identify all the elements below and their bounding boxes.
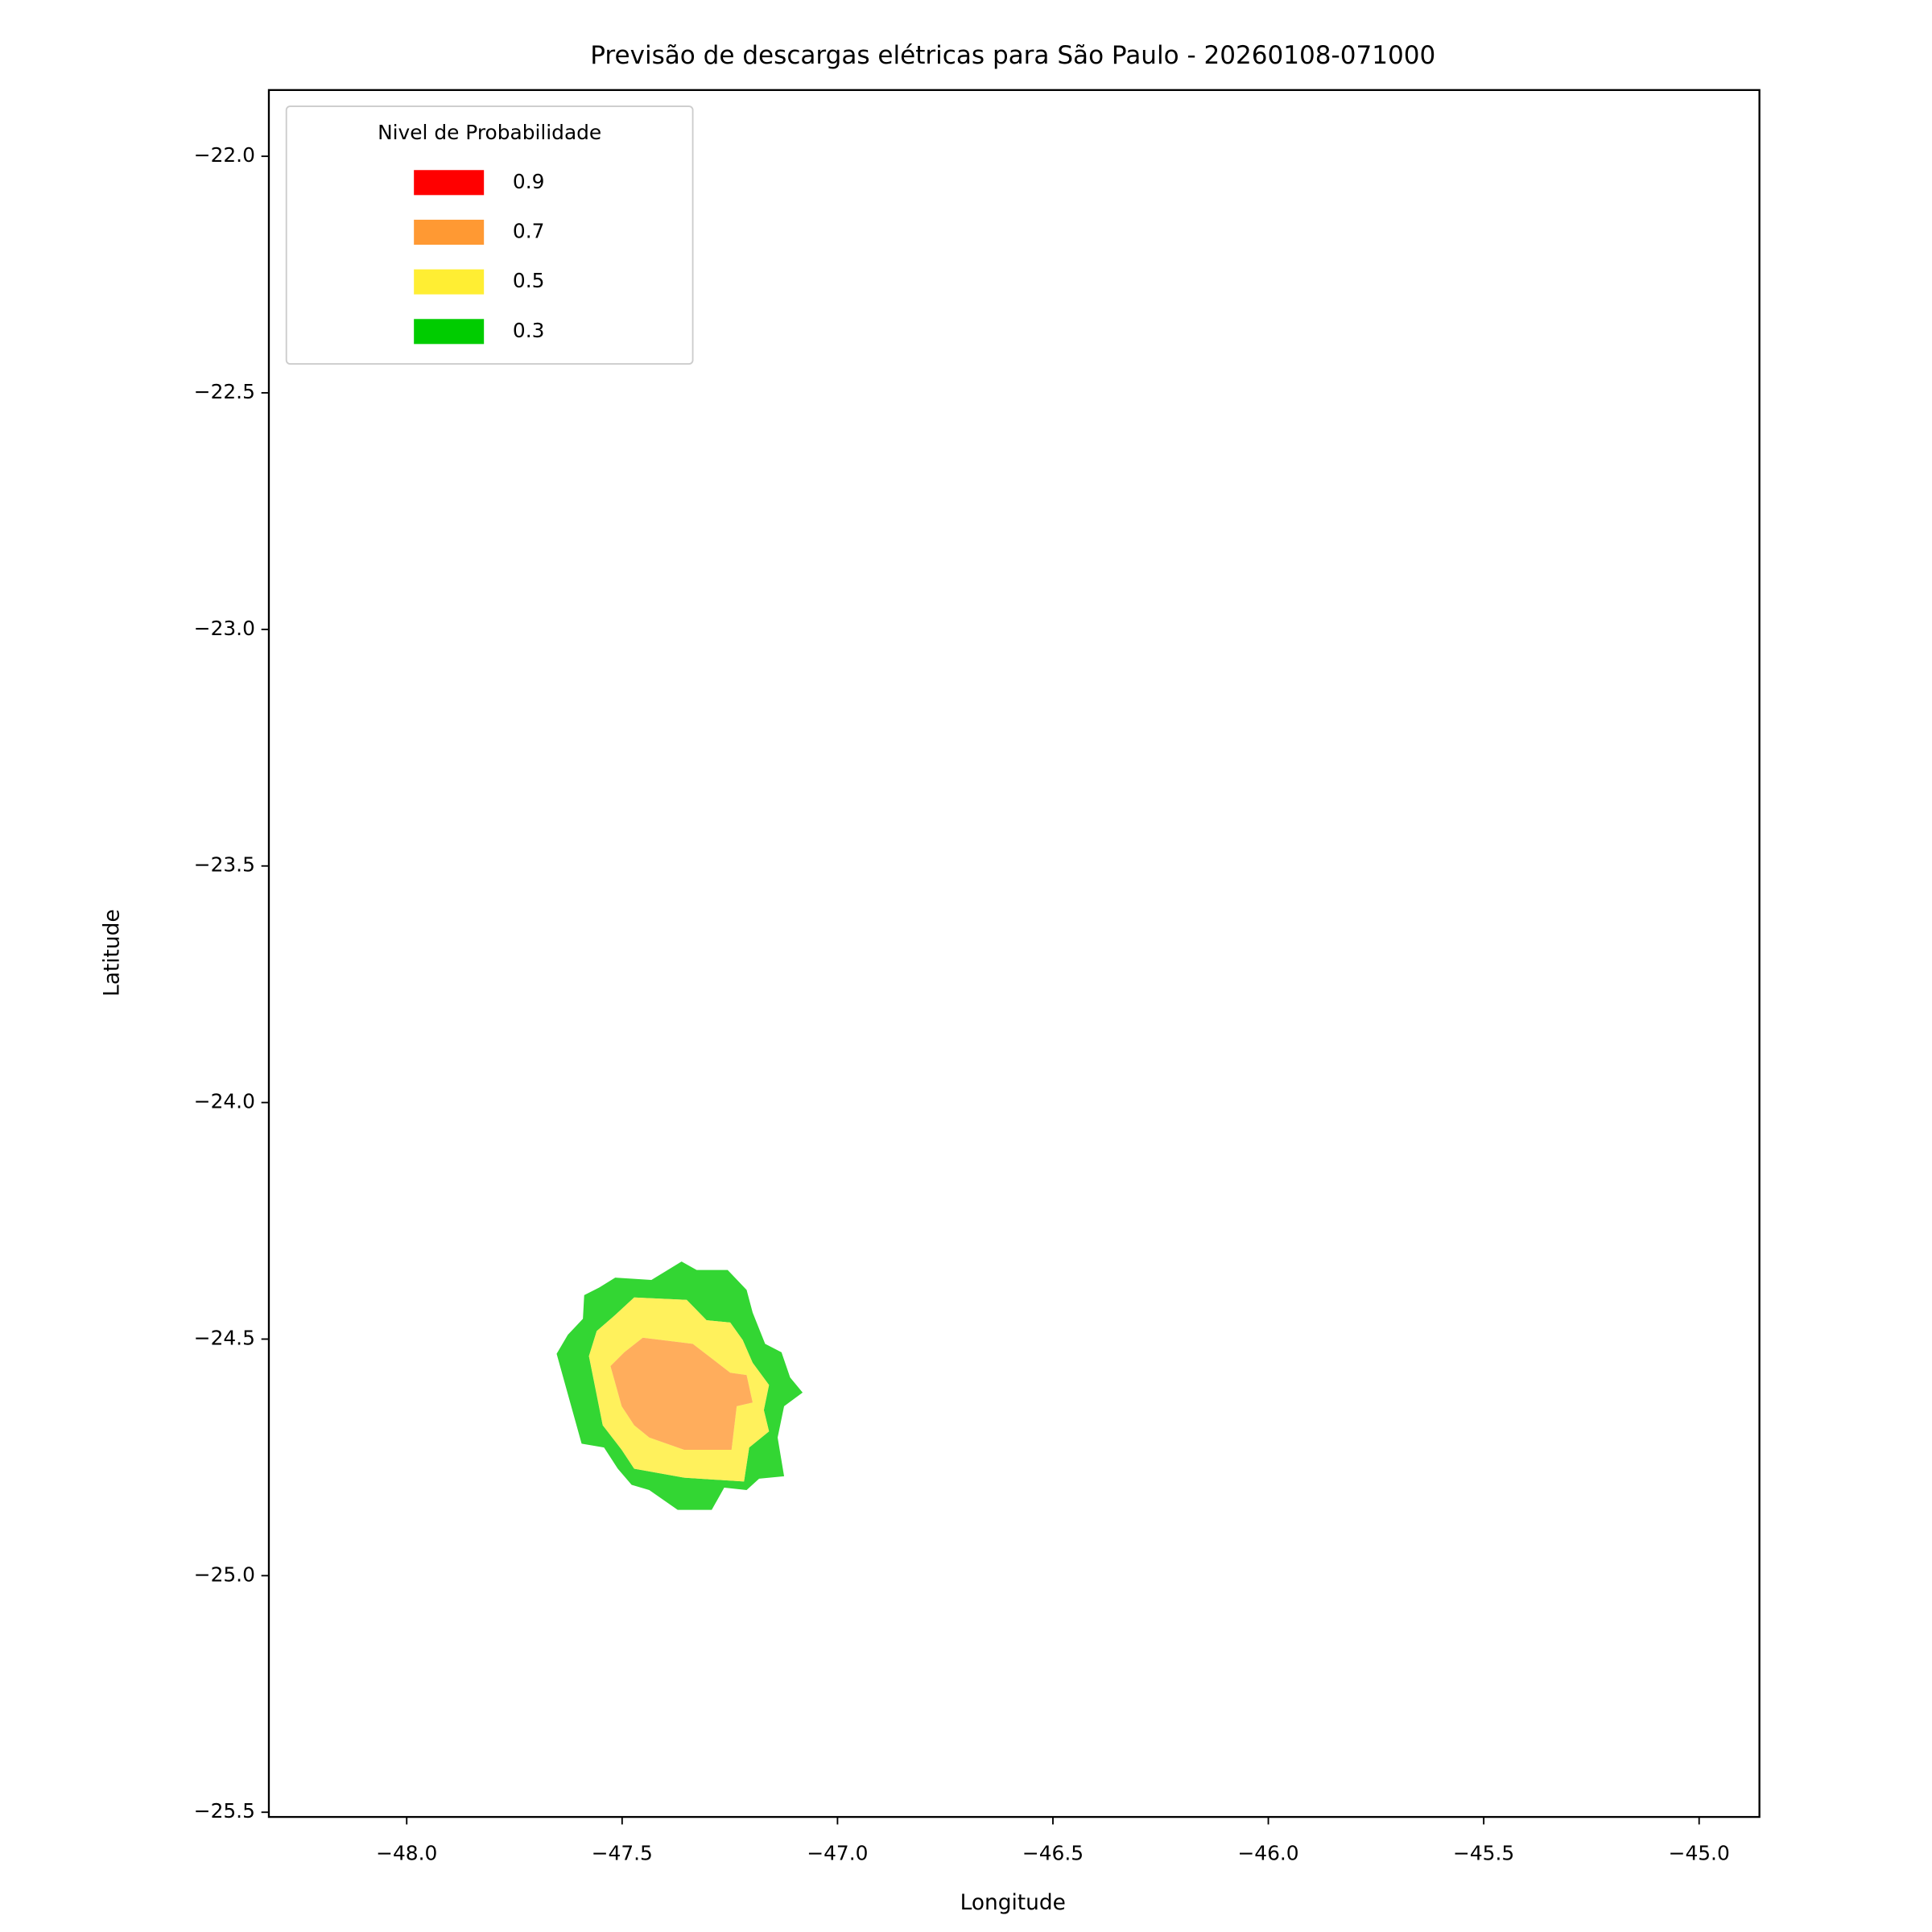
contour-region — [610, 1337, 753, 1451]
legend-label: 0.3 — [513, 319, 545, 342]
plot-area — [556, 1261, 803, 1510]
chart-title: Previsão de descargas elétricas para São… — [590, 41, 1435, 70]
y-tick-label: −25.0 — [194, 1563, 255, 1586]
plot-frame — [267, 89, 1761, 1818]
y-tick-label: −24.5 — [194, 1326, 255, 1349]
legend-title: Nivel de Probabilidade — [378, 121, 601, 144]
x-tick-label: −48.0 — [376, 1842, 437, 1865]
y-tick-label: −25.5 — [194, 1799, 255, 1823]
y-tick-label: −22.0 — [194, 143, 255, 167]
x-axis-label: Longitude — [960, 1890, 1066, 1915]
x-tick-label: −45.5 — [1453, 1842, 1514, 1865]
y-tick-label: −24.0 — [194, 1090, 255, 1113]
y-tick-label: −23.5 — [194, 853, 255, 877]
y-tick-label: −23.0 — [194, 617, 255, 640]
y-tick-label: −22.5 — [194, 380, 255, 403]
x-tick-label: −45.0 — [1669, 1842, 1730, 1865]
x-tick-label: −47.0 — [807, 1842, 868, 1865]
x-tick-label: −46.0 — [1237, 1842, 1298, 1865]
x-tick-label: −47.5 — [592, 1842, 653, 1865]
legend-swatch — [414, 319, 485, 345]
legend-swatch — [414, 170, 485, 196]
legend-swatch — [414, 269, 485, 295]
legend-label: 0.5 — [513, 269, 545, 292]
legend-box — [285, 105, 694, 365]
legend-label: 0.7 — [513, 219, 545, 242]
x-tick-label: −46.5 — [1022, 1842, 1084, 1865]
y-axis-label: Latitude — [99, 909, 124, 997]
legend-swatch — [414, 219, 485, 245]
legend-label: 0.9 — [513, 170, 545, 193]
